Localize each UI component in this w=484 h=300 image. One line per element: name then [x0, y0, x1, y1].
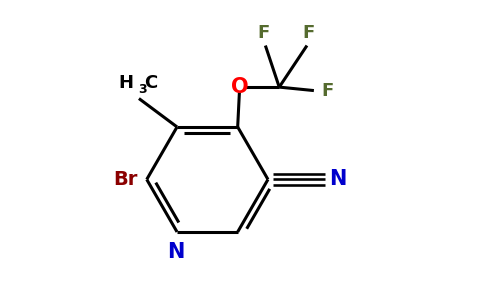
Text: F: F [302, 24, 315, 42]
Text: N: N [329, 169, 347, 189]
Text: 3: 3 [138, 83, 147, 97]
Text: F: F [257, 24, 270, 42]
Text: N: N [166, 242, 184, 262]
Text: O: O [230, 77, 248, 97]
Text: C: C [144, 74, 157, 92]
Text: H: H [119, 74, 134, 92]
Text: F: F [321, 82, 334, 100]
Text: Br: Br [114, 170, 138, 189]
